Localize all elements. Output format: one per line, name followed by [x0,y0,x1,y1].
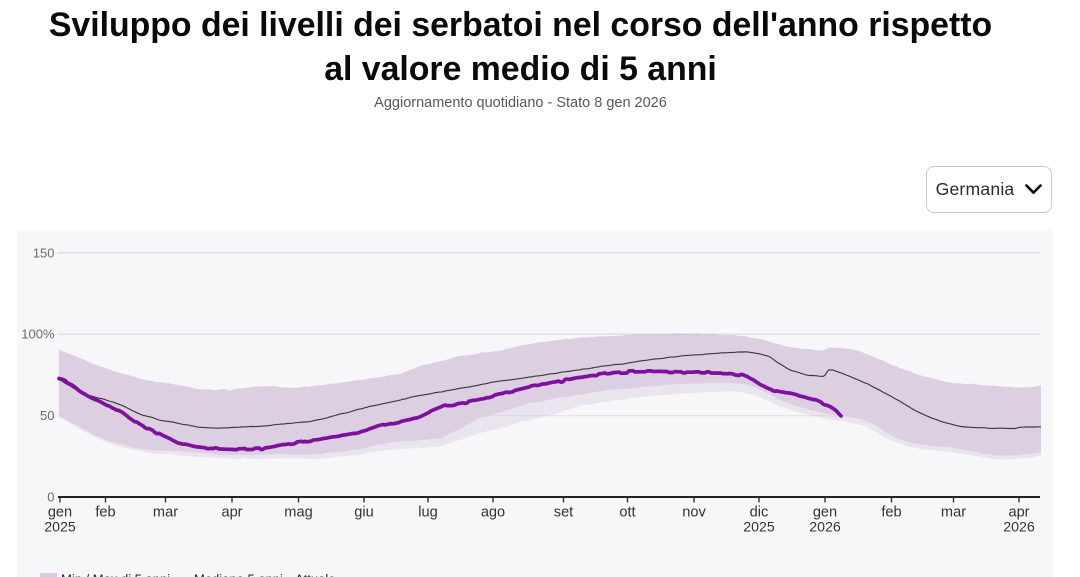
svg-text:Mediana 5 anni: Mediana 5 anni [194,572,283,577]
svg-text:0: 0 [47,490,54,505]
svg-text:50: 50 [40,408,54,423]
svg-text:set: set [554,505,573,521]
svg-text:ott: ott [619,505,635,521]
svg-text:mar: mar [153,505,178,521]
svg-text:gen: gen [48,505,72,521]
svg-text:feb: feb [881,505,901,521]
svg-text:2025: 2025 [44,520,76,536]
svg-text:2026: 2026 [809,520,841,536]
svg-text:apr: apr [221,505,242,521]
svg-text:nov: nov [682,505,706,521]
svg-text:lug: lug [418,505,437,521]
svg-text:gen: gen [813,505,837,521]
svg-text:mar: mar [941,505,966,521]
svg-text:feb: feb [95,505,115,521]
svg-text:mag: mag [284,505,312,521]
svg-text:100%: 100% [21,327,55,342]
svg-text:giu: giu [354,505,373,521]
svg-text:apr: apr [1008,505,1029,521]
svg-text:2025: 2025 [743,520,775,536]
svg-text:dic: dic [750,505,769,521]
svg-text:150: 150 [33,245,55,260]
svg-text:2026: 2026 [1003,520,1035,536]
svg-text:Attuale: Attuale [295,572,335,577]
svg-text:Min / Max di 5 anni: Min / Max di 5 anni [61,572,170,577]
svg-text:ago: ago [481,505,505,521]
